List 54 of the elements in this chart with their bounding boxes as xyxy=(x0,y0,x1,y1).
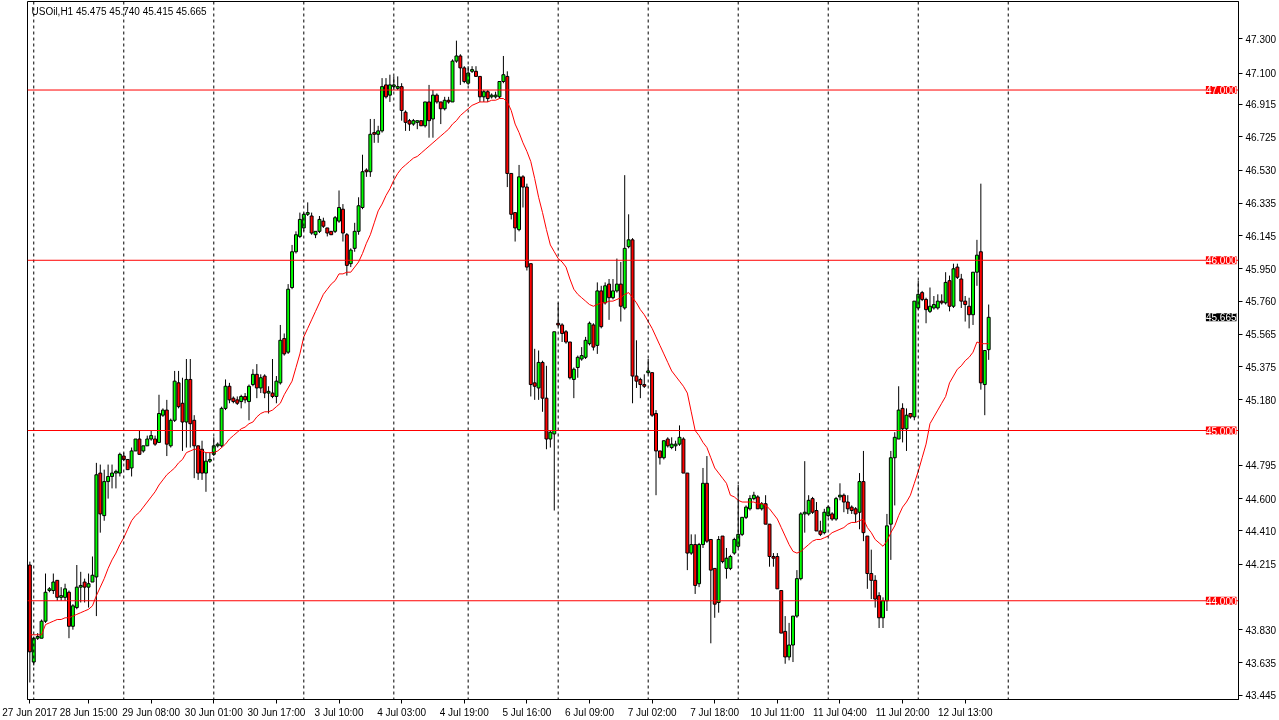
candlestick xyxy=(203,452,208,493)
y-tick-label: 45.950 xyxy=(1245,263,1277,275)
y-tick-label: 45.760 xyxy=(1245,296,1277,308)
candlestick xyxy=(247,384,251,421)
x-tick-label: 30 Jun 01:00 xyxy=(184,706,244,718)
x-tick-label: 27 Jun 2017 xyxy=(2,706,58,718)
candlestick xyxy=(959,273,964,309)
y-tick-label: 45.565 xyxy=(1245,329,1277,341)
candlestick xyxy=(607,278,612,321)
x-tick-label: 30 Jun 17:00 xyxy=(247,706,306,718)
ref-line-label: 45.000 xyxy=(1205,425,1237,437)
y-tick-label: 44.795 xyxy=(1245,460,1277,472)
x-tick-label: 4 Jul 03:00 xyxy=(377,706,427,718)
text: 45.665 xyxy=(1205,312,1237,324)
x-tick-label: 7 Jul 02:00 xyxy=(627,706,678,718)
candlestick xyxy=(430,89,435,139)
x-tick-label: 29 Jun 08:00 xyxy=(122,706,181,718)
y-tick-label: 46.530 xyxy=(1245,165,1277,177)
x-tick-label: 6 Jul 09:00 xyxy=(565,706,615,718)
candlestick xyxy=(309,212,314,236)
x-tick-label: 28 Jun 15:00 xyxy=(59,706,118,718)
y-tick-label: 43.635 xyxy=(1245,657,1277,669)
candlestick xyxy=(814,501,819,532)
y-tick-label: 45.375 xyxy=(1245,361,1277,373)
chart-title: USOil,H1 45.475 45.740 45.415 45.665 xyxy=(31,5,208,17)
candlestick xyxy=(258,373,263,394)
x-tick-label: 11 Jul 04:00 xyxy=(813,706,868,718)
x-tick-label: 5 Jul 16:00 xyxy=(502,706,552,718)
x-tick-label: 7 Jul 18:00 xyxy=(690,706,740,718)
y-tick-label: 46.145 xyxy=(1245,230,1277,242)
ref-line-label: 47.000 xyxy=(1205,85,1237,97)
y-tick-label: 45.180 xyxy=(1245,394,1277,406)
ref-line-label: 46.000 xyxy=(1205,255,1237,267)
y-tick-label: 46.335 xyxy=(1245,198,1277,210)
candlestick xyxy=(86,573,91,609)
x-tick-label: 3 Jul 10:00 xyxy=(314,706,364,718)
y-tick-label: 43.445 xyxy=(1245,690,1277,702)
x-tick-label: 4 Jul 19:00 xyxy=(439,706,490,718)
y-tick-label: 44.600 xyxy=(1245,493,1277,505)
candlestick xyxy=(51,573,56,595)
y-tick-label: 46.725 xyxy=(1245,131,1277,143)
y-tick-label: 47.300 xyxy=(1245,33,1277,45)
y-tick-label: 44.410 xyxy=(1245,525,1277,537)
x-tick-label: 12 Jul 13:00 xyxy=(937,706,993,718)
candlestick xyxy=(661,440,666,460)
y-tick-label: 43.830 xyxy=(1245,624,1277,636)
candlestick xyxy=(845,494,850,515)
y-tick-label: 47.100 xyxy=(1245,68,1277,79)
x-tick-label: 10 Jul 11:00 xyxy=(750,706,805,718)
ref-line-label: 44.000 xyxy=(1205,595,1237,607)
x-tick-label: 11 Jul 20:00 xyxy=(875,706,930,718)
y-tick-label: 46.915 xyxy=(1245,99,1277,111)
candlestick xyxy=(822,508,827,535)
y-tick-label: 44.215 xyxy=(1245,559,1277,571)
